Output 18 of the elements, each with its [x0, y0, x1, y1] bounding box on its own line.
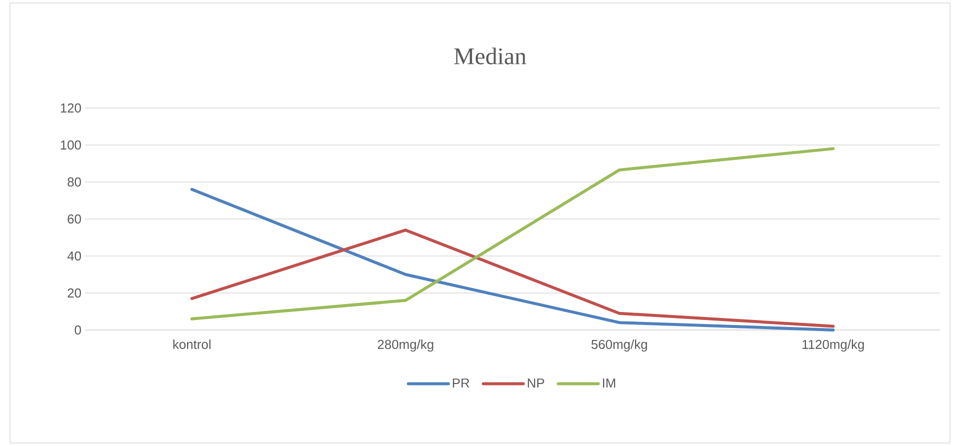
y-tick-label: 40: [67, 251, 81, 261]
chart-title: Median: [454, 48, 526, 64]
x-tick-label: 280mg/kg: [378, 340, 434, 352]
x-tick-label: kontrol: [173, 340, 210, 350]
x-tick-label: 560mg/kg: [591, 340, 647, 352]
y-tick-label: 20: [68, 288, 81, 298]
x-tick-label: 1120mg/kg: [802, 340, 864, 352]
legend-label: PR: [452, 378, 470, 388]
y-tick-label: 80: [68, 177, 81, 187]
y-tick-label: 120: [60, 103, 81, 113]
line-series: [190, 147, 835, 320]
y-tick-label: 100: [60, 140, 81, 150]
legend-label: IM: [602, 378, 616, 388]
y-tick-label: 0: [74, 325, 81, 335]
y-tick-label: 60: [68, 214, 81, 224]
legend-label: NP: [528, 378, 544, 388]
line-series: [190, 228, 835, 328]
line-series: [190, 188, 835, 332]
